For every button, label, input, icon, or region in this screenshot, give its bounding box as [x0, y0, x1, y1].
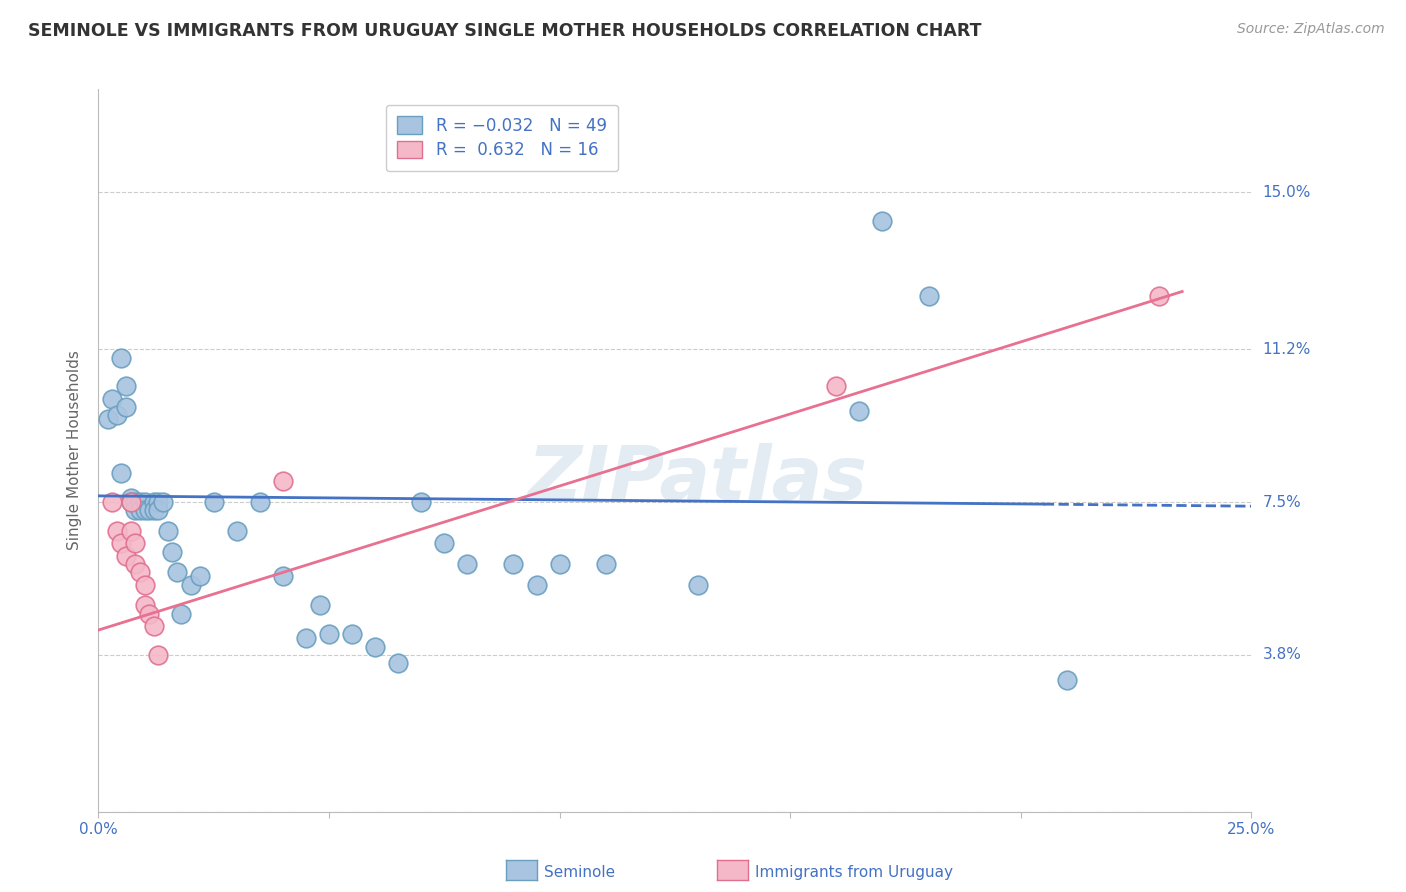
Point — [138, 503, 160, 517]
Point — [105, 409, 128, 423]
Point — [110, 536, 132, 550]
Point — [134, 577, 156, 591]
Text: Immigrants from Uruguay: Immigrants from Uruguay — [755, 865, 953, 880]
Point — [120, 491, 142, 505]
Point — [318, 627, 340, 641]
Point — [180, 577, 202, 591]
Point — [411, 495, 433, 509]
Point — [134, 495, 156, 509]
Point — [1056, 673, 1078, 687]
Legend: R = −0.032   N = 49, R =  0.632   N = 16: R = −0.032 N = 49, R = 0.632 N = 16 — [385, 104, 619, 171]
Point — [115, 549, 138, 563]
Point — [872, 214, 894, 228]
Point — [101, 392, 124, 406]
Text: 11.2%: 11.2% — [1263, 342, 1310, 357]
Text: 3.8%: 3.8% — [1263, 648, 1302, 663]
Point — [134, 503, 156, 517]
Point — [110, 466, 132, 480]
Point — [134, 599, 156, 613]
Point — [202, 495, 225, 509]
Point — [686, 577, 709, 591]
Point — [170, 607, 193, 621]
Text: 15.0%: 15.0% — [1263, 185, 1310, 200]
Point — [548, 557, 571, 571]
Point — [502, 557, 524, 571]
Point — [120, 524, 142, 538]
Point — [166, 566, 188, 580]
Point — [148, 503, 170, 517]
Point — [188, 569, 211, 583]
Point — [115, 379, 138, 393]
Point — [160, 544, 183, 558]
Point — [110, 351, 132, 365]
Point — [105, 524, 128, 538]
Point — [142, 495, 165, 509]
Point — [225, 524, 247, 538]
Point — [1147, 288, 1170, 302]
Point — [271, 475, 294, 489]
Point — [120, 495, 142, 509]
Point — [433, 536, 456, 550]
Point — [595, 557, 617, 571]
Point — [917, 288, 939, 302]
Y-axis label: Single Mother Households: Single Mother Households — [67, 351, 83, 550]
Point — [364, 640, 387, 654]
Point — [124, 503, 146, 517]
Point — [249, 495, 271, 509]
Point — [101, 495, 124, 509]
Point — [97, 412, 120, 426]
Point — [115, 400, 138, 414]
Point — [124, 557, 146, 571]
Text: 7.5%: 7.5% — [1263, 494, 1301, 509]
Text: Source: ZipAtlas.com: Source: ZipAtlas.com — [1237, 22, 1385, 37]
Point — [120, 495, 142, 509]
Point — [271, 569, 294, 583]
Text: Seminole: Seminole — [544, 865, 616, 880]
Point — [129, 503, 152, 517]
Point — [124, 536, 146, 550]
Point — [142, 619, 165, 633]
Point — [295, 632, 318, 646]
Point — [138, 607, 160, 621]
Point — [148, 495, 170, 509]
Point — [124, 495, 146, 509]
Point — [848, 404, 870, 418]
Point — [142, 503, 165, 517]
Point — [456, 557, 478, 571]
Point — [526, 577, 548, 591]
Point — [340, 627, 363, 641]
Point — [129, 495, 152, 509]
Point — [148, 648, 170, 662]
Point — [825, 379, 848, 393]
Point — [129, 566, 152, 580]
Point — [152, 495, 174, 509]
Point — [308, 599, 330, 613]
Text: SEMINOLE VS IMMIGRANTS FROM URUGUAY SINGLE MOTHER HOUSEHOLDS CORRELATION CHART: SEMINOLE VS IMMIGRANTS FROM URUGUAY SING… — [28, 22, 981, 40]
Text: ZIPatlas: ZIPatlas — [527, 442, 868, 516]
Point — [156, 524, 179, 538]
Point — [387, 656, 409, 670]
